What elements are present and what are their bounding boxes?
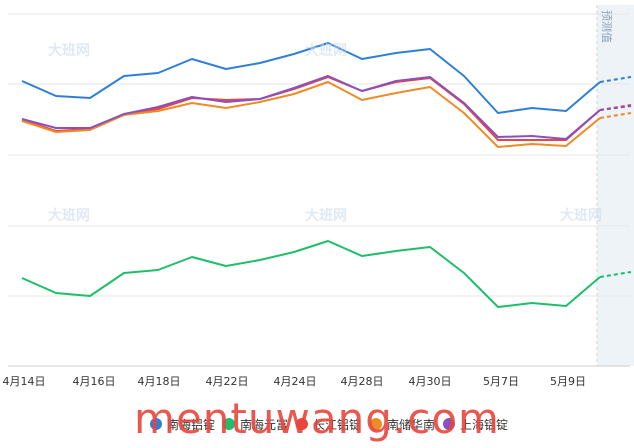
forecast-zone bbox=[596, 5, 634, 366]
legend-label: 南海铝锭 bbox=[167, 417, 216, 432]
legend-dot-icon bbox=[370, 418, 382, 430]
series-line bbox=[21, 240, 601, 308]
watermark-logo: 大班网 bbox=[305, 208, 347, 224]
legend-item[interactable]: 上海铝锭 bbox=[443, 416, 508, 432]
series-layer bbox=[21, 42, 632, 308]
line-chart: 预测值 4月14日 4月16日 4月18日 4月22日 4月24日 4月28日 4月30日 5… bbox=[3, 5, 634, 388]
x-tick-label: 4月22日 bbox=[206, 375, 249, 388]
x-tick-label: 4月28日 bbox=[341, 375, 384, 388]
x-tick-label: 4月18日 bbox=[138, 375, 181, 388]
forecast-label: 预测值 bbox=[600, 10, 613, 43]
x-axis: 4月14日 4月16日 4月18日 4月22日 4月24日 4月28日 4月30日 5月7日 5… bbox=[3, 365, 630, 388]
legend-item[interactable]: 长江铝锭 bbox=[296, 416, 361, 432]
watermark-logo: 大班网 bbox=[560, 208, 602, 224]
x-tick-label: 4月16日 bbox=[73, 375, 116, 388]
legend-label: 南储华南 bbox=[387, 417, 436, 432]
series-line bbox=[21, 81, 601, 148]
series-line bbox=[21, 42, 601, 114]
series-forecast-line bbox=[599, 105, 632, 111]
legend-label: 长江铝锭 bbox=[313, 417, 362, 432]
legend-dot-icon bbox=[443, 418, 455, 430]
legend-dot-icon bbox=[223, 418, 235, 430]
legend-dot-icon bbox=[296, 418, 308, 430]
series-line bbox=[21, 75, 601, 140]
legend-item[interactable]: 南储华南 bbox=[370, 416, 435, 432]
series-forecast-line bbox=[599, 76, 632, 83]
watermark-logo: 大班网 bbox=[48, 43, 90, 59]
legend-label: 上海铝锭 bbox=[460, 417, 509, 432]
legend-item[interactable]: 南海元富 bbox=[223, 416, 288, 432]
legend-label: 南海元富 bbox=[240, 417, 289, 432]
watermark-logo: 大班网 bbox=[305, 43, 347, 59]
x-tick-label: 4月14日 bbox=[3, 375, 46, 388]
x-tick-label: 4月30日 bbox=[409, 375, 452, 388]
watermark-logo: 大班网 bbox=[48, 208, 90, 224]
x-tick-label: 5月9日 bbox=[550, 375, 586, 388]
legend-dot-icon bbox=[150, 418, 162, 430]
legend-item[interactable]: 南海铝锭 bbox=[150, 416, 215, 432]
x-tick-label: 5月7日 bbox=[483, 375, 519, 388]
series-forecast-line bbox=[599, 271, 632, 278]
x-tick-label: 4月24日 bbox=[274, 375, 317, 388]
series-forecast-line bbox=[599, 112, 632, 119]
chart-legend: 南海铝锭 南海元富 长江铝锭 南储华南 上海铝锭 bbox=[0, 408, 634, 438]
